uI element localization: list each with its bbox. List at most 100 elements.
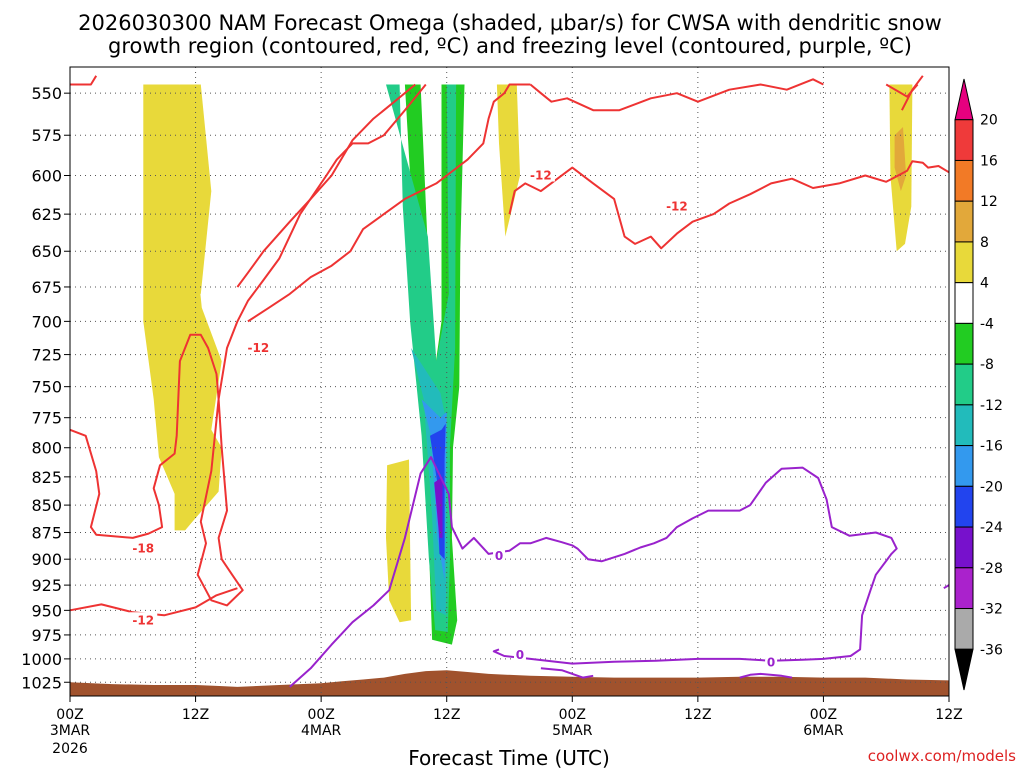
colorbar-label-6: -8 [980,357,994,373]
contour-label-bg-0 [526,167,555,182]
colorbar: 20 16 12 8 4 -4 -8 -12 -16 -20 -24 -28 -32 -36 [954,78,1003,691]
colorbar-label-4: 4 [980,276,989,292]
x-tick-label-72: 00Z [810,707,837,723]
red-contour-0 [70,75,98,86]
contour-label-3: -18 [132,542,154,556]
colorbar-band-13 [954,608,974,650]
contour-label-7: 0 [767,656,775,670]
y-tick-label-1000: 1000 [21,650,62,669]
colorbar-label-11: -28 [980,561,1003,577]
y-tick-label-1025: 1025 [21,673,62,692]
y-tick-label-600: 600 [31,167,62,186]
omega-region-11 [434,476,443,538]
y-tick-label-675: 675 [31,278,62,297]
contour-label-bg-1 [662,198,691,213]
red-contour-1 [69,83,427,607]
y-tick-label-950: 950 [31,601,62,620]
purple-contour-1 [540,667,594,679]
y-tick-label-750: 750 [31,378,62,397]
y-tick-label-900: 900 [31,550,62,569]
contour-labels: -12 -12 -12 -18 -12 0 0 0 [129,167,778,670]
omega-region-3 [496,84,520,237]
contour-label-0: -12 [530,169,552,183]
colorbar-label-10: -24 [980,520,1003,536]
y-axis: 550 575 600 625 650 675 700 725 750 775 800 825 850 8… [21,84,70,692]
red-contour-2 [69,587,238,617]
x-axis-label: Forecast Time (UTC) [408,746,610,768]
colorbar-label-8: -16 [980,439,1003,455]
y-tick-label-800: 800 [31,439,62,458]
y-tick-label-975: 975 [31,626,62,645]
colorbar-band-4 [954,241,974,284]
x-tick-date-0: 3MAR [50,723,91,739]
contour-label-5: 0 [495,549,503,563]
colorbar-label-12: -32 [980,602,1003,618]
colorbar-band-10 [954,485,974,528]
colorbar-label-7: -12 [980,398,1003,414]
x-tick-label-24: 00Z [307,707,334,723]
y-tick-label-550: 550 [31,84,62,103]
freezing-level-contours [289,456,950,688]
colorbar-label-3: 8 [980,235,989,251]
colorbar-band-3 [954,200,974,243]
y-tick-label-650: 650 [31,242,62,261]
omega-region-0 [143,84,222,531]
colorbar-label-9: -20 [980,479,1003,495]
terrain-fill [70,670,949,696]
plot-area: -12 -12 -12 -18 -12 0 0 0 [69,66,950,697]
colorbar-triangle-bottom [954,648,974,691]
chart-title-line-1: 2026030300 NAM Forecast Omega (shaded, μ… [78,11,942,35]
omega-shading [143,84,913,645]
y-tick-label-725: 725 [31,346,62,365]
purple-contour-3 [943,584,950,590]
red-contour-6 [508,160,950,250]
purple-contour-0 [289,456,898,688]
plot-frame [69,66,950,697]
x-tick-label-60: 12Z [684,707,711,723]
omega-region-2 [386,459,412,623]
contour-label-1: -12 [666,200,688,214]
y-tick-label-775: 775 [31,409,62,428]
colorbar-band-11 [954,526,974,569]
colorbar-band-5 [954,282,974,324]
dendritic-growth-contours [69,75,950,617]
contour-label-bg-7 [765,654,778,669]
x-tick-label-0: 00Z [56,707,83,723]
red-contour-4 [247,83,531,323]
colorbar-band-7 [954,363,974,406]
red-contour-3 [236,83,416,288]
red-contour-8 [901,75,924,111]
purple-contour-2 [739,672,793,679]
credit-text: coolwx.com/models [868,747,1016,765]
contour-label-bg-2 [244,340,273,355]
x-tick-year-0: 2026 [52,741,88,757]
y-tick-label-875: 875 [31,524,62,543]
colorbar-triangle-top [954,78,974,121]
colorbar-band-6 [954,322,974,365]
terrain-layer [70,670,949,696]
colorbar-label-13: -36 [980,642,1003,658]
x-tick-label-48: 00Z [559,707,586,723]
colorbar-band-1 [954,119,974,161]
contour-label-bg-5 [493,548,506,563]
colorbar-band-2 [954,159,974,202]
x-tick-date-24: 4MAR [301,723,342,739]
contour-label-4: -12 [132,613,154,627]
y-tick-label-850: 850 [31,496,62,515]
y-tick-label-700: 700 [31,312,62,331]
contour-label-bg-3 [129,540,158,555]
omega-region-8 [411,348,447,616]
colorbar-band-9 [954,445,974,487]
y-tick-label-575: 575 [31,126,62,145]
x-tick-date-72: 6MAR [803,723,844,739]
colorbar-label-1: 16 [980,153,998,169]
contour-label-bg-4 [129,612,158,627]
y-tick-label-925: 925 [31,576,62,595]
y-tick-label-625: 625 [31,205,62,224]
colorbar-label-0: 20 [980,113,998,129]
red-contour-5 [529,78,824,112]
x-tick-label-84: 12Z [935,707,962,723]
x-tick-date-48: 5MAR [552,723,593,739]
